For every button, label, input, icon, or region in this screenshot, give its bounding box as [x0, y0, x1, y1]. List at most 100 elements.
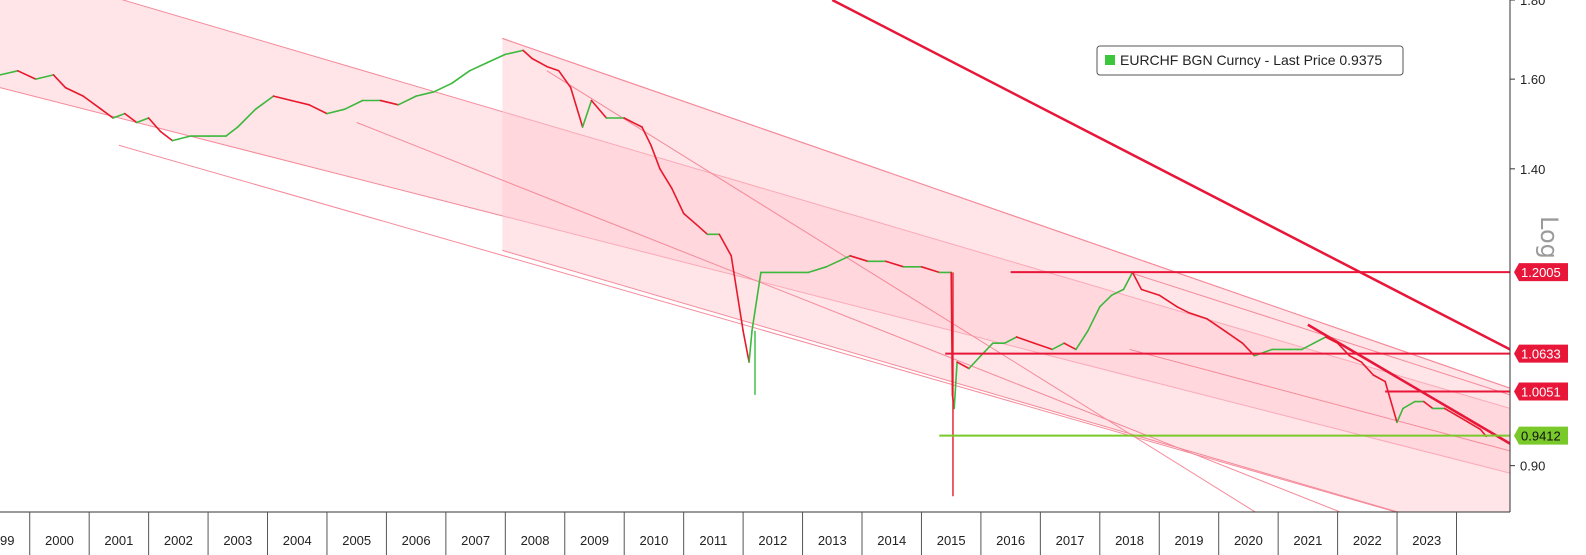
price-segment [1158, 294, 1178, 308]
price-segment [730, 255, 744, 332]
price-segment [1384, 380, 1398, 424]
x-tick-label-7: 2006 [402, 533, 431, 548]
trend-line-2 [118, 144, 1398, 512]
price-segment [343, 99, 364, 110]
price-segment [379, 99, 400, 106]
price-segment [290, 99, 310, 106]
price-segment [748, 329, 753, 363]
price-segment [659, 168, 673, 190]
price-segment [504, 49, 524, 56]
price-segment [308, 104, 328, 115]
price-segment [694, 223, 709, 236]
level-tag-3 [1514, 426, 1568, 445]
price-segment [1188, 311, 1208, 320]
y-tick-label-3: 0.90 [1520, 459, 1545, 474]
price-segment [623, 117, 643, 128]
x-tick-label-8: 2007 [461, 533, 490, 548]
price-segment [1467, 421, 1482, 431]
price-segment [326, 108, 346, 115]
price-segment [950, 271, 954, 396]
price-segment [254, 95, 275, 110]
price-segment [1122, 271, 1134, 291]
price-segment [135, 117, 150, 124]
price-segment [1253, 348, 1273, 357]
price-segment [1423, 400, 1434, 410]
price-segment [450, 70, 471, 85]
price-segment [670, 187, 685, 215]
x-tick-label-18: 2017 [1056, 533, 1085, 548]
price-segment [1176, 305, 1190, 314]
price-segment [1402, 400, 1416, 410]
x-tick-label-22: 2021 [1293, 533, 1322, 548]
price-segment [237, 108, 257, 128]
price-segment [1033, 342, 1053, 351]
price-segment [1443, 407, 1458, 417]
price-segment [1110, 288, 1125, 297]
price-segment [82, 95, 102, 110]
price-segment [920, 265, 941, 274]
channel-bottom-line-1 [502, 249, 1400, 512]
price-segment [837, 255, 851, 263]
price-segment [112, 112, 126, 119]
price-segment [522, 49, 533, 60]
x-tick-label-9: 2008 [521, 533, 550, 548]
price-segment [415, 91, 435, 97]
x-tick-label-5: 2004 [283, 533, 312, 548]
price-segment [825, 260, 840, 268]
price-segment [1455, 414, 1470, 424]
x-tick-label-19: 2018 [1115, 533, 1144, 548]
price-segment [742, 329, 750, 363]
x-tick-label-11: 2010 [639, 533, 668, 548]
price-segment [1360, 361, 1375, 376]
level-tag-1 [1514, 344, 1568, 363]
price-segment [1313, 336, 1327, 345]
channel-fill-1 [502, 38, 1510, 512]
price-segment [682, 212, 697, 225]
legend-swatch [1105, 55, 1115, 65]
legend: EURCHF BGN Curncy - Last Price 0.9375 [1096, 45, 1404, 76]
price-segment [718, 233, 733, 257]
x-axis: 1999 2000 2001 2002 2003 2004 2005 2006 2007 2008… [0, 511, 1510, 555]
x-tick-label-10: 2009 [580, 533, 609, 548]
price-segment [147, 117, 162, 133]
x-tick-label-0: 1999 [0, 533, 14, 548]
trend-line-5 [1129, 348, 1510, 452]
x-tick-label-16: 2015 [937, 533, 966, 548]
price-segment [1348, 354, 1363, 363]
price-segment [1003, 336, 1018, 345]
price-segment [1087, 305, 1101, 332]
price-segment [52, 74, 67, 89]
x-tick-label-24: 2023 [1412, 533, 1441, 548]
x-tick-label-13: 2012 [758, 533, 787, 548]
x-tick-label-15: 2014 [877, 533, 906, 548]
trend-line-1 [546, 70, 1257, 512]
y-axis: 1.2005 1.0633 1.0051 0.9412 1.80 1.60 1.40 0.90 [1509, 0, 1568, 512]
x-tick-label-20: 2019 [1175, 533, 1204, 548]
price-segment [531, 57, 548, 68]
price-segment [1075, 329, 1089, 351]
x-tick-label-2: 2001 [104, 533, 133, 548]
trend-line-4 [1129, 271, 1510, 396]
price-segment [100, 108, 114, 119]
level-tag-label-0: 1.2005 [1521, 265, 1561, 280]
level-tag-label-2: 1.0051 [1521, 384, 1561, 399]
x-tick-label-4: 2003 [223, 533, 252, 548]
level-tag-2 [1514, 382, 1568, 401]
level-tag-label-1: 1.0633 [1521, 347, 1561, 362]
price-segment [956, 361, 970, 370]
level-tag-label-3: 0.9412 [1521, 429, 1561, 444]
trend-line-0 [502, 37, 1510, 389]
bold-trend-line-1 [1307, 323, 1510, 445]
y-tick-label-1: 1.60 [1520, 72, 1545, 87]
legend-box [1096, 45, 1404, 76]
price-segment [1140, 288, 1161, 297]
price-segment [557, 70, 572, 89]
price-segment [849, 255, 869, 263]
price-segment [1063, 342, 1077, 351]
price-segment [1396, 407, 1404, 424]
price-segment [272, 95, 293, 102]
price-segment [0, 70, 19, 76]
scale-label: Log [1535, 216, 1563, 259]
